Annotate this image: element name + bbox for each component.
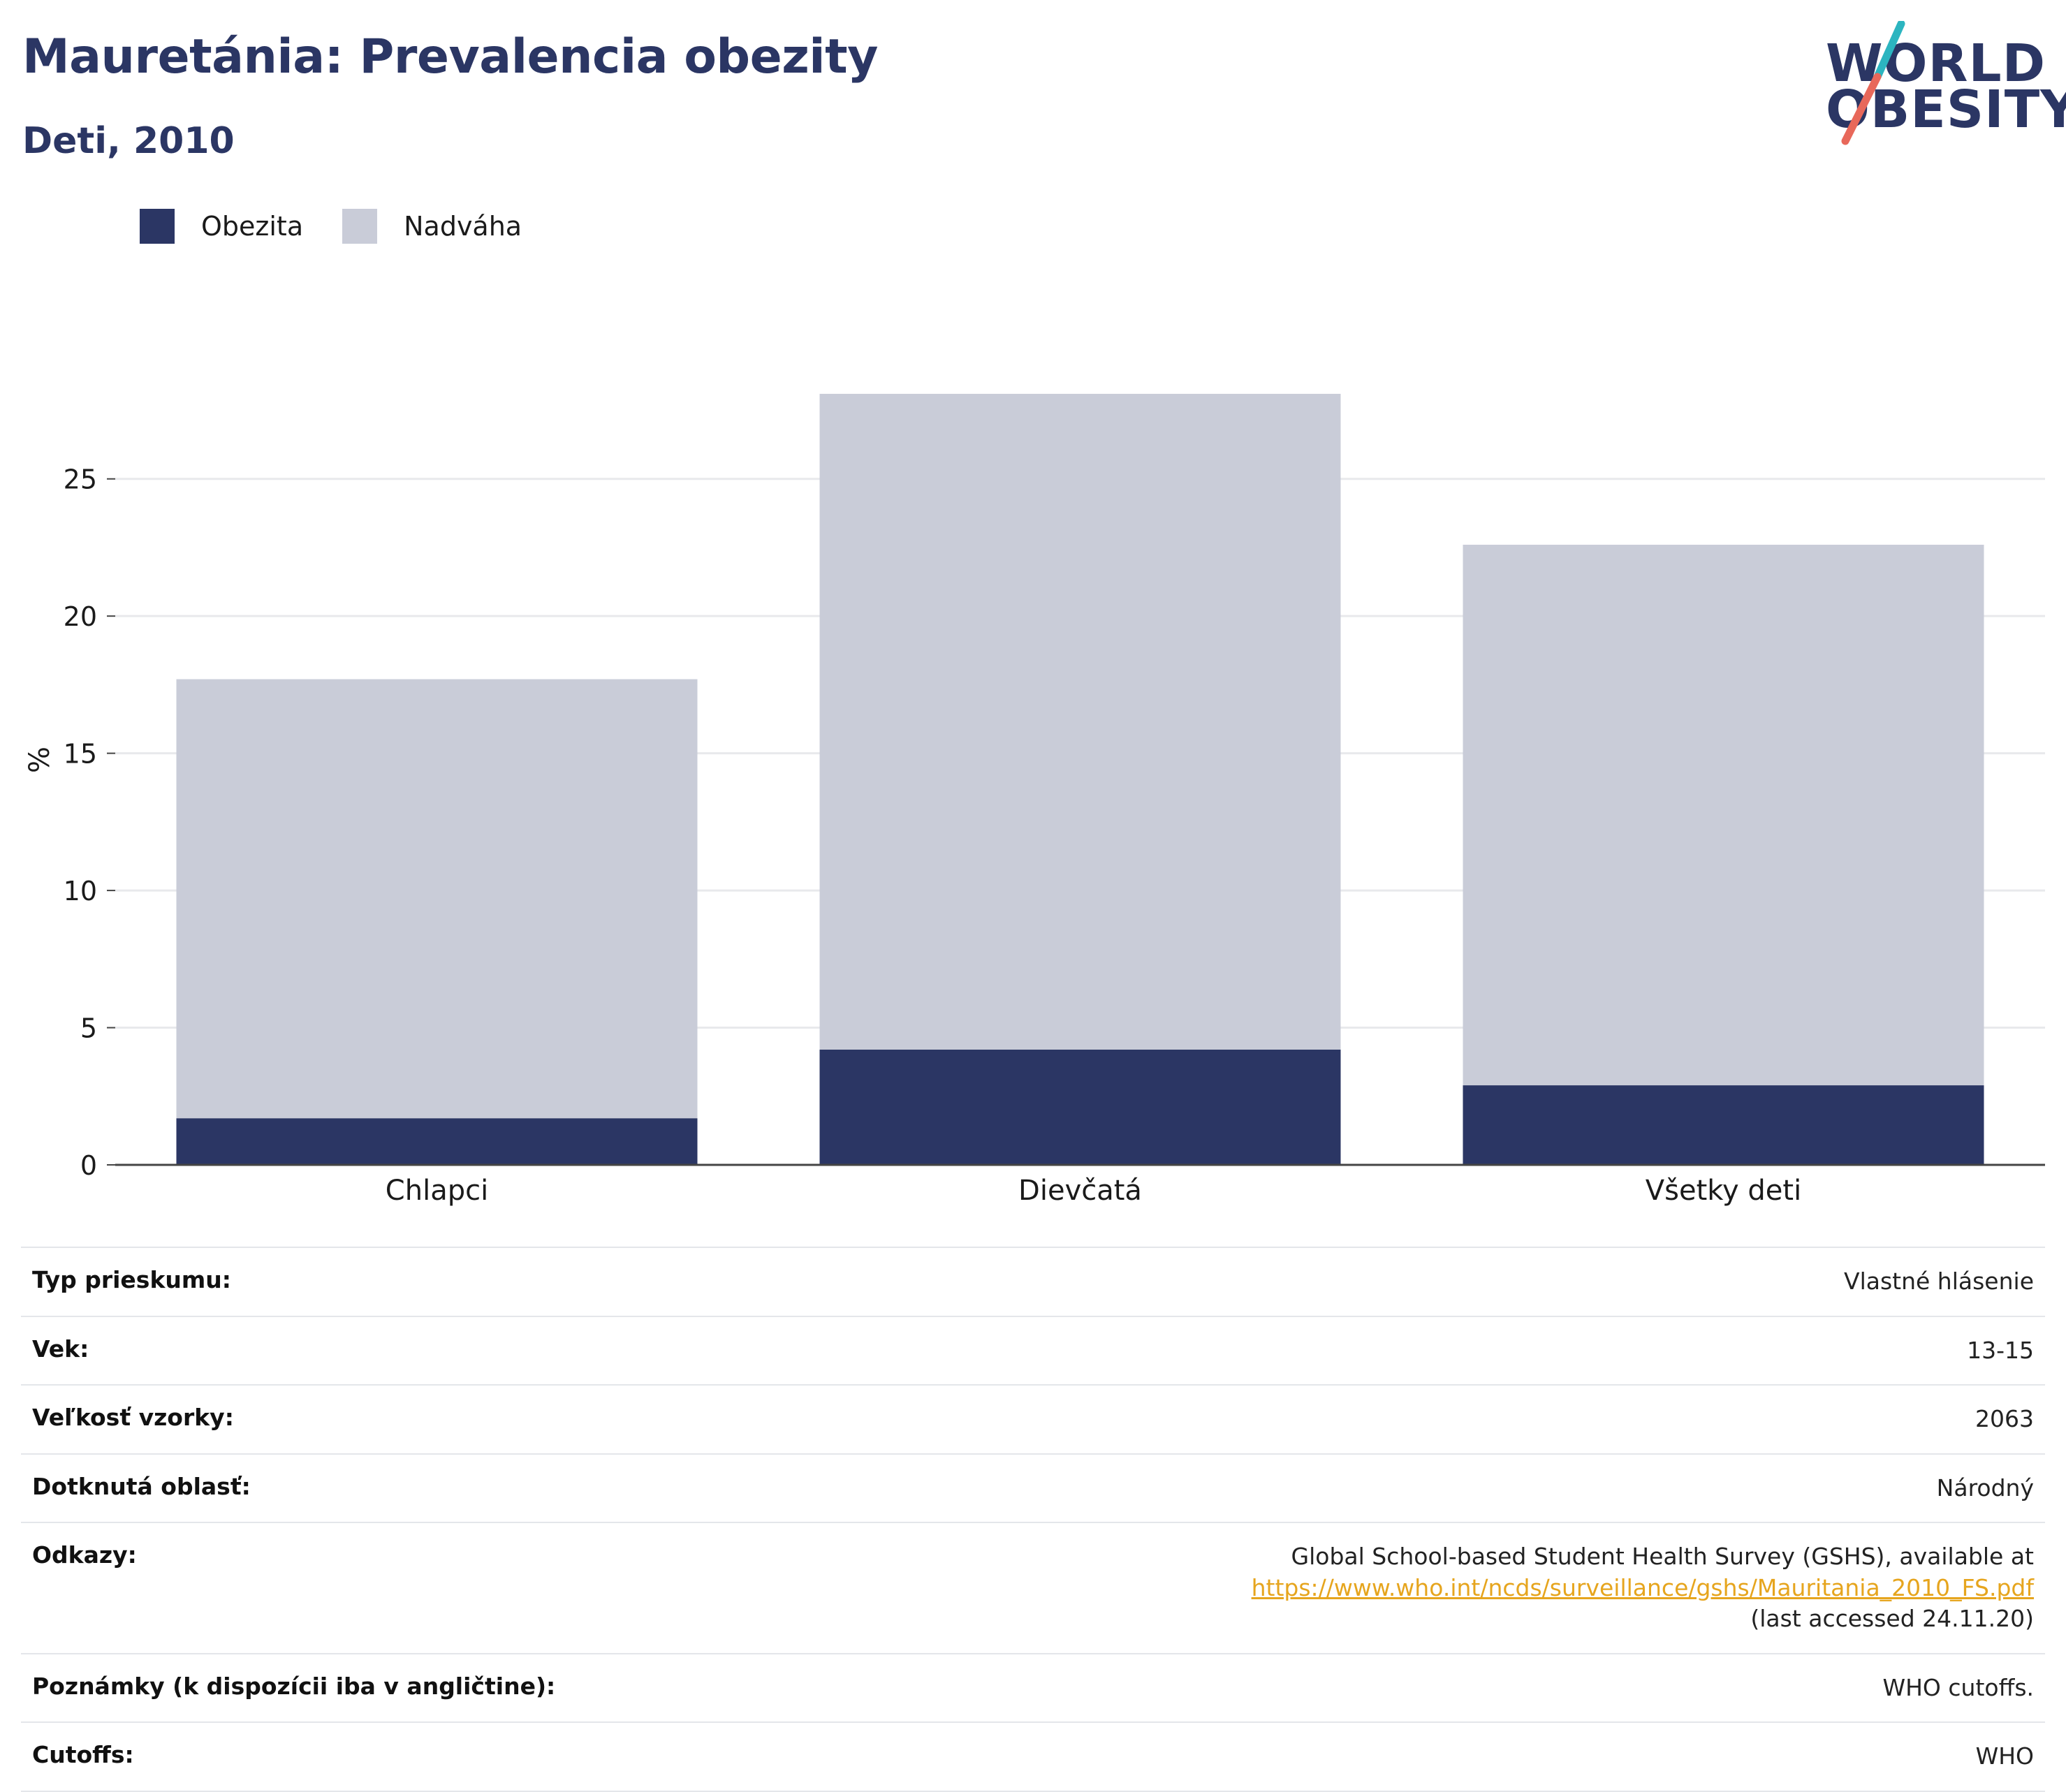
legend-label-nadvaha: Nadváha — [404, 211, 522, 242]
info-value: WHO cutoffs. — [1882, 1673, 2034, 1701]
y-tick-label: 20 — [64, 601, 97, 632]
stacked-bar-chart: 0 5 10 15 20 25 Chlapci Dievčatá Všetky deti % — [24, 393, 2045, 1207]
info-value-references: Global School-based Student Health Surve… — [566, 1522, 2045, 1654]
y-tick-label: 5 — [80, 1013, 97, 1044]
info-label: Veľkosť vzorky: — [32, 1404, 234, 1432]
info-row-survey-type: Typ prieskumu: Vlastné hlásenie — [21, 1247, 2045, 1316]
info-label: Vek: — [32, 1335, 89, 1363]
info-value: Národný — [1936, 1474, 2034, 1501]
y-tick-label: 25 — [64, 464, 97, 495]
y-tick-label: 15 — [64, 739, 97, 770]
survey-info-table: Typ prieskumu: Vlastné hlásenie Vek: 13-… — [21, 1247, 2045, 1792]
world-obesity-logo: WORLD OBESITY — [1816, 21, 2066, 147]
page-subtitle: Deti, 2010 — [22, 120, 235, 162]
x-tick-label: Chlapci — [386, 1175, 488, 1207]
info-label: Typ prieskumu: — [32, 1266, 231, 1293]
legend-swatch-nadvaha — [342, 209, 378, 244]
info-label: Poznámky (k dispozícii iba v angličtine)… — [32, 1672, 556, 1700]
info-value: WHO — [1975, 1742, 2034, 1770]
bar-nadváha-2[interactable] — [819, 393, 1341, 1050]
chart-bars — [176, 393, 1984, 1165]
info-row-age: Vek: 13-15 — [21, 1316, 2045, 1386]
info-label: Cutoffs: — [32, 1741, 134, 1769]
info-row-area: Dotknutá oblasť: Národný — [21, 1453, 2045, 1523]
y-tick-label: 0 — [80, 1150, 97, 1181]
page-title: Mauretánia: Prevalencia obezity — [22, 29, 878, 85]
info-value: 13-15 — [1967, 1336, 2034, 1364]
chart-axes: 0 5 10 15 20 25 Chlapci Dievčatá Všetky deti — [64, 464, 2045, 1207]
bar-obezita-3[interactable] — [1463, 1085, 1984, 1165]
bar-obezita-1[interactable] — [176, 1118, 698, 1165]
reference-accessed: (last accessed 24.11.20) — [1750, 1605, 2034, 1633]
bar-nadváha-3[interactable] — [1463, 545, 1984, 1086]
info-row-references: Odkazy: Global School-based Student Heal… — [21, 1522, 2045, 1654]
bar-nadváha-1[interactable] — [176, 679, 698, 1119]
logo-slash-icon — [1841, 21, 1905, 145]
info-row-sample-size: Veľkosť vzorky: 2063 — [21, 1385, 2045, 1454]
info-row-notes: Poznámky (k dispozícii iba v angličtine)… — [21, 1653, 2045, 1723]
legend-swatch-obezita — [140, 209, 175, 244]
reference-text: Global School-based Student Health Surve… — [1291, 1543, 2034, 1571]
y-tick-label: 10 — [64, 876, 97, 906]
legend-item-obezita[interactable]: Obezita — [140, 209, 303, 244]
x-tick-label: Dievčatá — [1018, 1175, 1142, 1207]
logo-text-world: WORLD — [1826, 34, 2046, 94]
chart-legend: Obezita Nadváha — [140, 208, 561, 244]
info-label: Odkazy: — [32, 1541, 137, 1569]
info-value: 2063 — [1975, 1405, 2034, 1433]
legend-item-nadvaha[interactable]: Nadváha — [342, 209, 522, 244]
x-tick-label: Všetky deti — [1646, 1175, 1801, 1207]
y-axis-label: % — [24, 747, 56, 773]
info-label: Dotknutá oblasť: — [32, 1472, 251, 1500]
info-row-cutoffs: Cutoffs: WHO — [21, 1722, 2045, 1791]
reference-link[interactable]: https://www.who.int/ncds/surveillance/gs… — [1251, 1573, 2034, 1601]
legend-label-obezita: Obezita — [201, 211, 304, 242]
bar-obezita-2[interactable] — [819, 1049, 1341, 1165]
info-value: Vlastné hlásenie — [1844, 1268, 2034, 1295]
